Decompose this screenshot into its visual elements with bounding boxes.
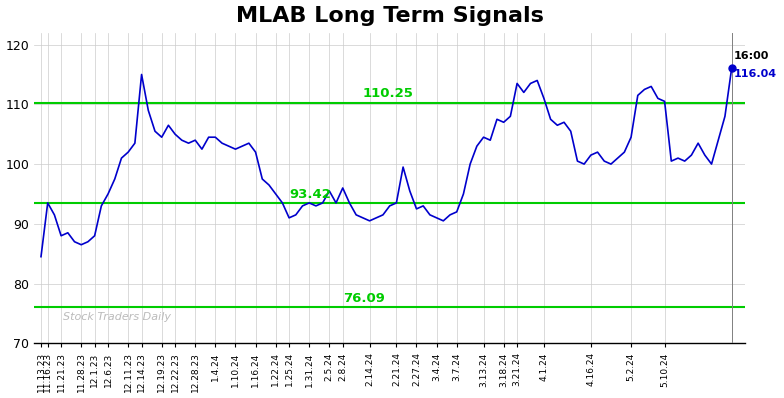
Text: 93.42: 93.42 [289,188,331,201]
Text: 16:00: 16:00 [734,51,769,61]
Title: MLAB Long Term Signals: MLAB Long Term Signals [236,6,543,25]
Text: 76.09: 76.09 [343,291,385,304]
Text: Stock Traders Daily: Stock Traders Daily [63,312,171,322]
Text: 110.25: 110.25 [363,88,414,100]
Text: 116.04: 116.04 [734,70,777,80]
